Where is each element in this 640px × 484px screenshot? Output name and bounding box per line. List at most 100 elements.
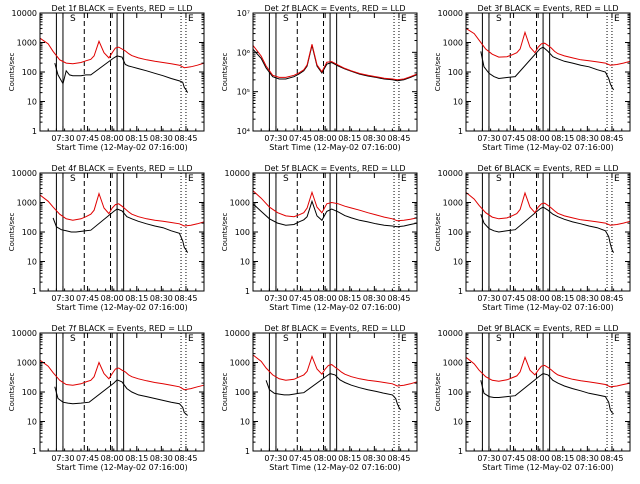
marker-end-label: E	[401, 174, 407, 184]
x-tick-label: 08:15	[125, 294, 148, 303]
x-tick-label: 07:45	[289, 294, 312, 303]
marker-start-label: S	[70, 14, 76, 24]
marker-start-label: S	[70, 174, 76, 184]
chart-title: Det 8f BLACK = Events, RED = LLD	[264, 324, 405, 333]
x-tick-label: 08:00	[527, 454, 550, 463]
x-tick-label: 08:45	[600, 134, 623, 143]
series-line-lld	[252, 190, 418, 222]
chart-panel-8: 1 10 100 1000 10000 07:30 07:45 08:00 08:15 08:30…	[221, 324, 418, 472]
x-tick-label: 08:30	[576, 134, 599, 143]
y-axis-label: Counts/sec	[8, 373, 16, 412]
series-line-events	[480, 46, 615, 91]
series-line-events	[480, 373, 614, 415]
marker-start-label: S	[283, 334, 289, 344]
x-tick-label: 08:30	[576, 294, 599, 303]
x-tick-label: 08:15	[551, 454, 574, 463]
x-tick-label: 08:45	[174, 134, 197, 143]
marker-end-label: E	[614, 174, 620, 184]
y-tick-label: 1	[32, 447, 37, 456]
x-tick-label: 08:45	[174, 294, 197, 303]
y-tick-label: 10	[453, 98, 463, 107]
x-tick-label: 07:45	[502, 294, 525, 303]
y-tick-label: 1	[458, 127, 463, 136]
chart-panel-1: 1 10 100 1000 10000 07:30 07:45 08:00 08:15 08:30…	[8, 4, 205, 152]
x-tick-label: 07:30	[264, 134, 287, 143]
y-tick-label: 1	[32, 287, 37, 296]
y-tick-label: 10	[240, 258, 250, 267]
series-line-lld	[39, 37, 205, 69]
x-tick-label: 08:15	[338, 294, 361, 303]
x-tick-label: 07:45	[289, 134, 312, 143]
y-tick-label: 1000	[443, 199, 463, 208]
x-tick-label: 08:15	[338, 454, 361, 463]
y-tick-label: 10	[27, 418, 37, 427]
y-tick-label: 100	[235, 388, 250, 397]
y-tick-label: 1000	[443, 39, 463, 48]
y-tick-label: 10000	[438, 169, 463, 178]
x-tick-label: 08:30	[150, 134, 173, 143]
series-line-lld	[39, 359, 205, 391]
y-tick-label: 10	[240, 418, 250, 427]
y-tick-label: 1000	[230, 359, 250, 368]
x-axis-label: Start Time (12-May-02 07:16:00)	[56, 143, 187, 152]
y-tick-label: 100	[22, 388, 37, 397]
y-tick-label: 1	[245, 287, 250, 296]
plot-frame	[252, 172, 418, 292]
y-tick-label: 1	[458, 447, 463, 456]
marker-start-label: S	[70, 334, 76, 344]
marker-end-label: E	[188, 334, 194, 344]
x-tick-label: 08:15	[338, 134, 361, 143]
x-tick-label: 08:00	[314, 454, 337, 463]
chart-panel-9: 1 10 100 1000 10000 07:30 07:45 08:00 08:15 08:30…	[434, 324, 631, 472]
x-tick-label: 07:45	[502, 454, 525, 463]
x-tick-label: 07:30	[477, 294, 500, 303]
plot-frame	[39, 12, 205, 132]
x-axis-label: Start Time (12-May-02 07:16:00)	[269, 303, 400, 312]
y-tick-label: 10000	[438, 329, 463, 338]
y-tick-label: 1	[32, 127, 37, 136]
chart-panel-2: 10⁴ 10⁵ 10⁶ 10⁷ 07:30 07:45 08:00 08:15 08:30 08:…	[221, 4, 418, 152]
y-axis-label: Counts/sec	[221, 213, 229, 252]
plot-frame	[465, 332, 631, 452]
x-tick-label: 08:15	[551, 294, 574, 303]
y-axis-label: Counts/sec	[221, 53, 229, 92]
chart-title: Det 9f BLACK = Events, RED = LLD	[477, 324, 618, 333]
x-axis-label: Start Time (12-May-02 07:16:00)	[482, 143, 613, 152]
marker-start-label: S	[283, 174, 289, 184]
x-tick-label: 08:45	[387, 454, 410, 463]
x-tick-label: 08:00	[314, 294, 337, 303]
x-tick-label: 08:30	[576, 454, 599, 463]
plot-frame	[39, 332, 205, 452]
y-tick-label: 1000	[17, 199, 37, 208]
y-tick-label: 100	[448, 68, 463, 77]
series-line-events	[54, 379, 188, 416]
y-tick-label: 10	[27, 258, 37, 267]
series-line-lld	[39, 191, 205, 227]
plot-frame	[39, 172, 205, 292]
x-tick-label: 08:15	[125, 134, 148, 143]
chart-panel-6: 1 10 100 1000 10000 07:30 07:45 08:00 08:15 08:30…	[434, 164, 631, 312]
y-tick-label: 100	[235, 228, 250, 237]
chart-panel-3: 1 10 100 1000 10000 07:30 07:45 08:00 08:15 08:30…	[434, 4, 631, 152]
y-tick-label: 100	[22, 228, 37, 237]
y-tick-label: 10000	[12, 329, 37, 338]
y-axis-label: Counts/sec	[8, 213, 16, 252]
marker-end-label: E	[614, 14, 620, 24]
y-tick-label: 10⁴	[237, 127, 250, 136]
chart-title: Det 5f BLACK = Events, RED = LLD	[264, 164, 405, 173]
y-tick-label: 1	[245, 447, 250, 456]
x-tick-label: 07:30	[51, 294, 74, 303]
chart-title: Det 2f BLACK = Events, RED = LLD	[264, 4, 405, 13]
x-axis-label: Start Time (12-May-02 07:16:00)	[269, 143, 400, 152]
y-tick-label: 1	[458, 287, 463, 296]
chart-title: Det 7f BLACK = Events, RED = LLD	[51, 324, 192, 333]
x-axis-label: Start Time (12-May-02 07:16:00)	[269, 463, 400, 472]
series-line-events	[52, 208, 189, 253]
x-tick-label: 07:30	[264, 294, 287, 303]
y-tick-label: 10	[453, 258, 463, 267]
x-tick-label: 08:00	[101, 134, 124, 143]
plot-frame	[252, 12, 418, 132]
chart-panel-7: 1 10 100 1000 10000 07:30 07:45 08:00 08:15 08:30…	[8, 324, 205, 472]
